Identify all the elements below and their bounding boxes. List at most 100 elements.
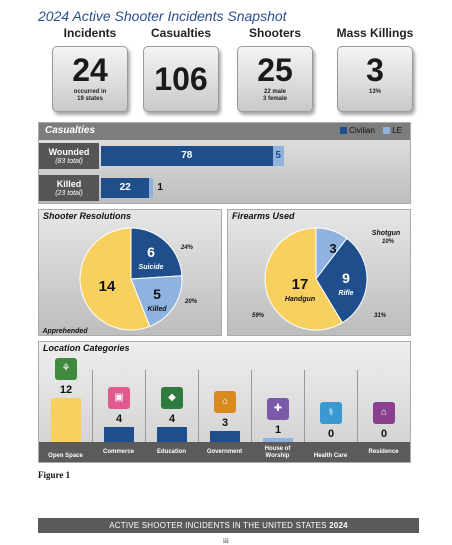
location-bar-government bbox=[210, 431, 240, 442]
pie-value-label: 9 bbox=[342, 270, 350, 286]
row-label-note: (83 total) bbox=[55, 158, 83, 165]
column-divider bbox=[145, 370, 146, 442]
location-categories-title: Location Categories bbox=[43, 343, 130, 353]
stat-value: 24 bbox=[72, 52, 108, 88]
shooter-resolutions-panel: Shooter Resolutions 6 Suicide 24% 5 Killed 20… bbox=[38, 209, 222, 343]
row-label-wounded: Wounded (83 total) bbox=[39, 143, 99, 169]
location-count: 0 bbox=[380, 428, 388, 440]
column-divider bbox=[198, 370, 199, 442]
stat-label: Shooters bbox=[248, 26, 301, 40]
page-number: iii bbox=[223, 537, 229, 545]
location-bar-education bbox=[157, 427, 187, 442]
casualties-title: Casualties bbox=[45, 125, 96, 136]
firearms-used-panel: Firearms Used 3 Shotgun 10% 9 Rifle 31% 17 Hand… bbox=[227, 209, 411, 336]
shopping-bag-icon: ▣ bbox=[108, 387, 130, 410]
row-label-text: Killed bbox=[56, 179, 82, 189]
graduation-cap-icon: ◆ bbox=[161, 387, 183, 410]
pie-value-label: 17 bbox=[292, 276, 309, 293]
column-divider bbox=[251, 370, 252, 442]
pie-percent-label: 24% bbox=[180, 245, 194, 251]
stat-label: Casualties bbox=[150, 26, 212, 40]
stat-box: 24 occurred in 19 states bbox=[52, 46, 128, 112]
legend-label-le: LE bbox=[392, 126, 402, 135]
bar-le-label-killed: 1 bbox=[157, 182, 163, 193]
pie-slice-label: Killed bbox=[147, 306, 167, 313]
pie-value-label: 6 bbox=[147, 244, 155, 260]
legend-swatch-civilian bbox=[340, 127, 348, 135]
location-label: Open Space bbox=[48, 453, 83, 459]
location-categories-panel: Location Categories 12 ⚘ 4 ▣ 4 ◆ 3 ⌂ 1 ✚ 0 ⚕ 0 ⌂ Open… bbox=[38, 341, 411, 463]
firearms-used-pie: 3 Shotgun 10% 9 Rifle 31% 17 Handgun 59% bbox=[252, 227, 400, 331]
stat-box: 25 22 male 3 female bbox=[237, 46, 313, 112]
bar-civilian-killed: 22 bbox=[101, 178, 150, 198]
stat-sub: occurred in bbox=[73, 89, 107, 95]
location-label: House of Worship bbox=[264, 446, 291, 459]
location-count: 1 bbox=[274, 424, 282, 437]
pie-percent-label: 10% bbox=[382, 239, 395, 245]
church-icon: ✚ bbox=[267, 398, 289, 421]
pie-value-label: 5 bbox=[153, 286, 161, 302]
location-count: 3 bbox=[221, 417, 229, 429]
location-count: 4 bbox=[115, 413, 123, 426]
location-count: 0 bbox=[327, 428, 335, 440]
casualties-panel: Casualties Civilian LE Wounded (83 total… bbox=[38, 122, 411, 204]
pie-percent-label: 31% bbox=[374, 313, 387, 319]
location-label: Government bbox=[206, 449, 243, 455]
pie-slice-label: Apprehended bbox=[41, 328, 88, 335]
location-label: Residence bbox=[368, 449, 399, 455]
location-bar-open-space bbox=[51, 398, 81, 442]
bar-le-killed bbox=[149, 178, 154, 198]
footer-text: ACTIVE SHOOTER INCIDENTS IN THE UNITED S… bbox=[109, 521, 330, 530]
legend-swatch-le bbox=[383, 127, 391, 135]
pie-slice-rifle bbox=[315, 237, 368, 324]
pie-slice-handgun bbox=[264, 227, 343, 331]
stat-sub: 22 male bbox=[263, 89, 287, 95]
footer-year: 2024 bbox=[329, 521, 348, 530]
firearms-used-title: Firearms Used bbox=[232, 211, 295, 221]
location-bar-house-of-worship bbox=[263, 438, 293, 442]
stat-label: Incidents bbox=[63, 26, 117, 40]
location-label: Commerce bbox=[102, 449, 134, 455]
stat-casualties: Casualties 106 bbox=[143, 26, 219, 112]
stat-sub: 3 female bbox=[262, 96, 287, 102]
figure-caption: Figure 1 bbox=[38, 470, 71, 480]
stat-sub: 19 states bbox=[77, 96, 103, 102]
legend-label-civilian: Civilian bbox=[349, 126, 375, 135]
location-bar-commerce bbox=[104, 427, 134, 442]
stat-shooters: Shooters 25 22 male 3 female bbox=[237, 26, 313, 112]
pie-percent-label: 59% bbox=[252, 313, 265, 319]
location-count: 12 bbox=[59, 384, 73, 396]
casualties-legend: Civilian LE bbox=[334, 126, 402, 135]
column-divider bbox=[92, 370, 93, 442]
pie-slice-killed bbox=[130, 275, 183, 328]
stethoscope-icon: ⚕ bbox=[320, 402, 342, 424]
pie-slice-apprehended bbox=[79, 227, 151, 331]
pie-value-label: 3 bbox=[329, 241, 336, 256]
column-divider bbox=[304, 370, 305, 442]
government-building-icon: ⌂ bbox=[214, 391, 236, 413]
column-divider bbox=[357, 370, 358, 442]
stat-sub: 13% bbox=[368, 89, 381, 95]
stat-value: 106 bbox=[154, 61, 208, 97]
pie-slice-suicide bbox=[130, 227, 183, 280]
pie-percent-label: 20% bbox=[184, 299, 198, 305]
stat-box: 106 bbox=[143, 46, 219, 112]
stat-label: Mass Killings bbox=[336, 26, 414, 40]
pie-slice-label: Suicide bbox=[139, 264, 164, 271]
row-label-note: (23 total) bbox=[55, 190, 83, 197]
shooter-resolutions-title: Shooter Resolutions bbox=[43, 211, 132, 221]
bar-le-wounded: 5 bbox=[272, 146, 284, 166]
stat-box: 3 13% bbox=[337, 46, 413, 112]
location-label: Education bbox=[156, 449, 186, 455]
house-icon: ⌂ bbox=[373, 402, 395, 424]
pie-slice-label: Rifle bbox=[338, 290, 353, 297]
stat-value: 25 bbox=[257, 52, 293, 88]
tree-icon: ⚘ bbox=[55, 358, 77, 380]
location-count: 4 bbox=[168, 413, 176, 426]
pie-value-label: 14 bbox=[99, 278, 116, 295]
footer-bar: ACTIVE SHOOTER INCIDENTS IN THE UNITED S… bbox=[38, 518, 419, 533]
pie-slice-label: Shotgun bbox=[372, 230, 400, 237]
casualties-header: Casualties Civilian LE bbox=[39, 123, 410, 140]
location-axis bbox=[39, 442, 410, 462]
